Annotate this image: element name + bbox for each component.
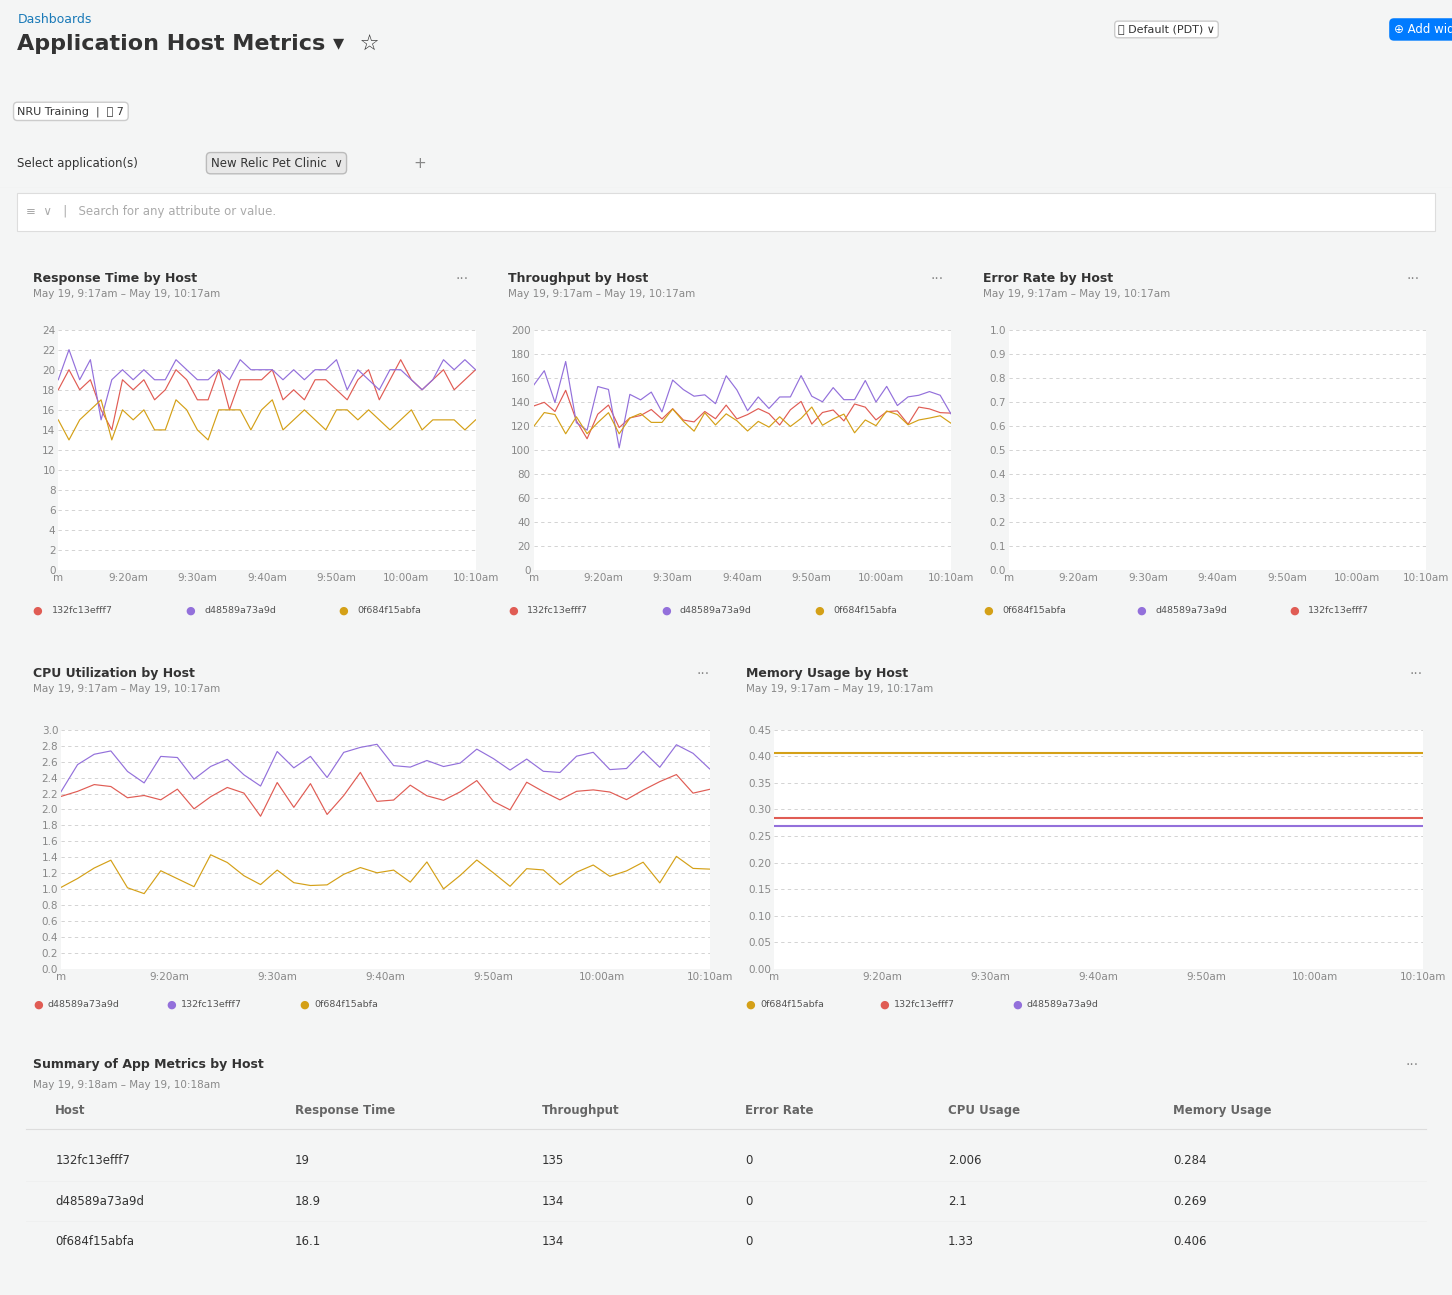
Text: d48589a73a9d: d48589a73a9d xyxy=(48,1000,119,1009)
Text: 132fc13efff7: 132fc13efff7 xyxy=(1308,606,1369,615)
Text: Select application(s): Select application(s) xyxy=(17,157,138,170)
Text: ●: ● xyxy=(33,605,42,615)
Text: ●: ● xyxy=(186,605,196,615)
Text: 132fc13efff7: 132fc13efff7 xyxy=(180,1000,241,1009)
Text: ●: ● xyxy=(1137,605,1146,615)
Text: 0f684f15abfa: 0f684f15abfa xyxy=(55,1235,134,1248)
Text: Application Host Metrics ▾  ☆: Application Host Metrics ▾ ☆ xyxy=(17,34,380,54)
Text: May 19, 9:17am – May 19, 10:17am: May 19, 9:17am – May 19, 10:17am xyxy=(33,290,221,299)
Text: Error Rate by Host: Error Rate by Host xyxy=(983,272,1114,285)
Text: d48589a73a9d: d48589a73a9d xyxy=(1156,606,1227,615)
Text: ⊕ Add widget: ⊕ Add widget xyxy=(1394,23,1452,36)
Text: ···: ··· xyxy=(931,272,944,286)
Bar xyxy=(17,193,1435,231)
Text: ⏱ Default (PDT) ∨: ⏱ Default (PDT) ∨ xyxy=(1118,25,1215,35)
Text: Throughput by Host: Throughput by Host xyxy=(508,272,649,285)
Text: +: + xyxy=(414,155,427,171)
Text: ●: ● xyxy=(299,1000,309,1010)
Text: ●: ● xyxy=(338,605,348,615)
Text: May 19, 9:17am – May 19, 10:17am: May 19, 9:17am – May 19, 10:17am xyxy=(746,684,934,694)
Text: 134: 134 xyxy=(542,1235,563,1248)
Text: ···: ··· xyxy=(456,272,469,286)
Text: ●: ● xyxy=(508,605,518,615)
Text: May 19, 9:17am – May 19, 10:17am: May 19, 9:17am – May 19, 10:17am xyxy=(508,290,696,299)
Text: ●: ● xyxy=(983,605,993,615)
Text: 1.33: 1.33 xyxy=(948,1235,974,1248)
Text: ···: ··· xyxy=(1406,1058,1419,1072)
Text: 135: 135 xyxy=(542,1154,563,1168)
Text: 132fc13efff7: 132fc13efff7 xyxy=(52,606,113,615)
Text: New Relic Pet Clinic  ∨: New Relic Pet Clinic ∨ xyxy=(211,157,343,170)
Text: ●: ● xyxy=(1012,1000,1022,1010)
Text: CPU Usage: CPU Usage xyxy=(948,1103,1021,1116)
Text: 2.006: 2.006 xyxy=(948,1154,982,1168)
Text: ···: ··· xyxy=(697,667,710,681)
Text: 132fc13efff7: 132fc13efff7 xyxy=(55,1154,131,1168)
Text: 0f684f15abfa: 0f684f15abfa xyxy=(357,606,421,615)
Text: ●: ● xyxy=(746,1000,755,1010)
Text: ●: ● xyxy=(878,1000,889,1010)
Text: NRU Training  |  🏷 7: NRU Training | 🏷 7 xyxy=(17,106,125,117)
Text: 134: 134 xyxy=(542,1195,563,1208)
Text: 19: 19 xyxy=(295,1154,309,1168)
Text: May 19, 9:18am – May 19, 10:18am: May 19, 9:18am – May 19, 10:18am xyxy=(33,1080,221,1090)
Text: Memory Usage: Memory Usage xyxy=(1173,1103,1272,1116)
Text: d48589a73a9d: d48589a73a9d xyxy=(55,1195,144,1208)
Text: CPU Utilization by Host: CPU Utilization by Host xyxy=(33,667,195,680)
Text: 2.1: 2.1 xyxy=(948,1195,967,1208)
Text: d48589a73a9d: d48589a73a9d xyxy=(1027,1000,1099,1009)
Text: 18.9: 18.9 xyxy=(295,1195,321,1208)
Text: May 19, 9:17am – May 19, 10:17am: May 19, 9:17am – May 19, 10:17am xyxy=(33,684,221,694)
Text: Summary of App Metrics by Host: Summary of App Metrics by Host xyxy=(33,1058,264,1071)
Text: d48589a73a9d: d48589a73a9d xyxy=(680,606,752,615)
Text: 132fc13efff7: 132fc13efff7 xyxy=(893,1000,954,1009)
Text: ●: ● xyxy=(815,605,823,615)
Text: ●: ● xyxy=(1289,605,1300,615)
Text: Host: Host xyxy=(55,1103,86,1116)
Text: 0f684f15abfa: 0f684f15abfa xyxy=(1002,606,1066,615)
Text: Response Time by Host: Response Time by Host xyxy=(33,272,197,285)
Text: 0f684f15abfa: 0f684f15abfa xyxy=(314,1000,378,1009)
Text: ···: ··· xyxy=(1410,667,1423,681)
Text: 0: 0 xyxy=(745,1195,752,1208)
Text: 0f684f15abfa: 0f684f15abfa xyxy=(761,1000,825,1009)
Text: 132fc13efff7: 132fc13efff7 xyxy=(527,606,588,615)
Text: 0.284: 0.284 xyxy=(1173,1154,1207,1168)
Text: 0.269: 0.269 xyxy=(1173,1195,1207,1208)
Text: 16.1: 16.1 xyxy=(295,1235,321,1248)
Text: 0f684f15abfa: 0f684f15abfa xyxy=(833,606,897,615)
Text: d48589a73a9d: d48589a73a9d xyxy=(205,606,276,615)
Text: ≡  ∨   |   Search for any attribute or value.: ≡ ∨ | Search for any attribute or value. xyxy=(26,205,276,219)
Text: ●: ● xyxy=(166,1000,176,1010)
Text: Throughput: Throughput xyxy=(542,1103,619,1116)
Text: Response Time: Response Time xyxy=(295,1103,395,1116)
Text: ●: ● xyxy=(661,605,671,615)
Text: Dashboards: Dashboards xyxy=(17,13,91,26)
Text: Error Rate: Error Rate xyxy=(745,1103,813,1116)
Text: 0: 0 xyxy=(745,1154,752,1168)
Text: Memory Usage by Host: Memory Usage by Host xyxy=(746,667,908,680)
Text: 0.406: 0.406 xyxy=(1173,1235,1207,1248)
Text: ···: ··· xyxy=(1406,272,1419,286)
Text: May 19, 9:17am – May 19, 10:17am: May 19, 9:17am – May 19, 10:17am xyxy=(983,290,1170,299)
Text: ●: ● xyxy=(33,1000,42,1010)
Text: 0: 0 xyxy=(745,1235,752,1248)
